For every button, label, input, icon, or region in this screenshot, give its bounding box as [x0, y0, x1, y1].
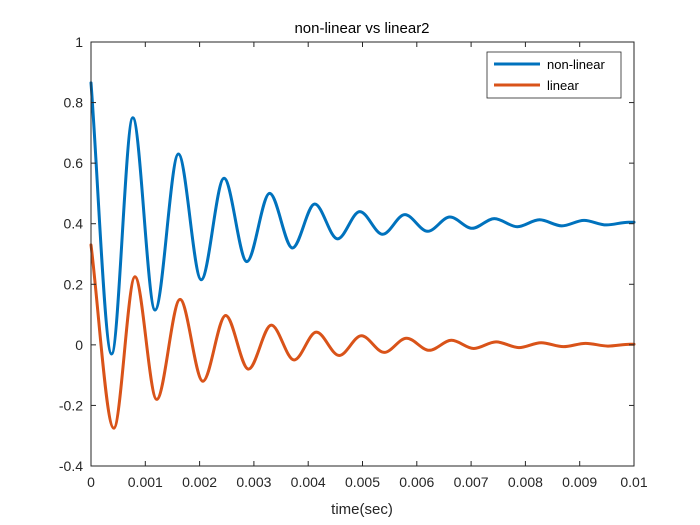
- legend: non-linear linear: [486, 51, 622, 99]
- series-line-linear: [89, 243, 636, 430]
- y-tick-label: 0.8: [64, 95, 84, 111]
- x-tick-label: 0.005: [345, 474, 380, 490]
- legend-label-non-linear: non-linear: [547, 57, 605, 72]
- y-tick-label: 0.4: [64, 216, 84, 232]
- x-tick-label: 0.006: [399, 474, 434, 490]
- x-axis-label: time(sec): [331, 501, 393, 518]
- y-tick-label: -0.4: [59, 458, 83, 474]
- legend-box: [486, 51, 622, 99]
- y-tick-label: 0: [75, 337, 83, 353]
- x-tick-label: 0.007: [454, 474, 489, 490]
- x-tick-label: 0.001: [128, 474, 163, 490]
- legend-label-linear: linear: [547, 78, 579, 93]
- y-tick-label: -0.2: [59, 397, 83, 413]
- y-tick-label: 0.6: [64, 155, 84, 171]
- x-tick-label: 0: [87, 474, 95, 490]
- ticks-layer: 0 0.001 0.002 0.003 0.004 0.005 0.006 0.007 0.00…: [59, 34, 648, 490]
- x-tick-label: 0.009: [562, 474, 597, 490]
- x-tick-label: 0.003: [236, 474, 271, 490]
- x-tick-label: 0.01: [620, 474, 647, 490]
- chart-title: non-linear vs linear2: [294, 20, 429, 37]
- series-line-non-linear: [89, 81, 636, 356]
- x-tick-label: 0.002: [182, 474, 217, 490]
- plot-area-background: [91, 42, 634, 466]
- y-tick-label: 0.2: [64, 276, 84, 292]
- x-tick-label: 0.008: [508, 474, 543, 490]
- x-tick-label: 0.004: [291, 474, 326, 490]
- series-layer: [89, 81, 636, 430]
- y-tick-label: 1: [75, 34, 83, 50]
